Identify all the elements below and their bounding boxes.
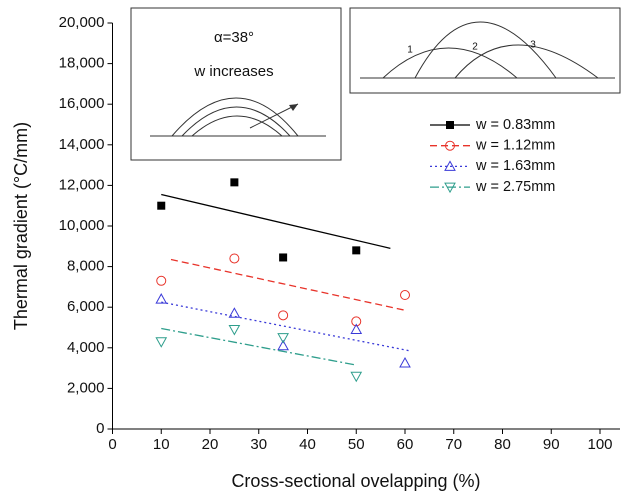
inset-label: 1 bbox=[407, 45, 413, 56]
point bbox=[279, 253, 288, 262]
y-tick-label: 20,000 bbox=[59, 14, 105, 31]
x-tick-label: 10 bbox=[153, 436, 170, 453]
legend-marker bbox=[445, 140, 455, 151]
legend-marker bbox=[444, 182, 456, 194]
inset-label: 3 bbox=[530, 40, 536, 51]
y-tick-label: 12,000 bbox=[59, 176, 105, 193]
point bbox=[230, 178, 239, 187]
point bbox=[399, 356, 411, 368]
point bbox=[229, 253, 240, 264]
y-tick-label: 0 bbox=[96, 420, 104, 437]
fit-line bbox=[161, 193, 391, 249]
x-tick-label: 50 bbox=[348, 436, 365, 453]
legend-marker bbox=[444, 160, 456, 171]
y-tick-label: 18,000 bbox=[59, 55, 105, 72]
legend-marker bbox=[446, 121, 454, 129]
point bbox=[228, 307, 241, 318]
y-tick-label: 8,000 bbox=[67, 258, 105, 275]
legend-label: w = 1.63mm bbox=[475, 158, 555, 174]
legend-label: w = 1.12mm bbox=[475, 138, 555, 154]
x-tick-label: 30 bbox=[250, 436, 267, 453]
y-axis-title: Thermal gradient (°C/mm) bbox=[11, 122, 31, 330]
x-tick-label: 60 bbox=[397, 436, 414, 453]
point bbox=[157, 201, 166, 210]
x-tick-label: 80 bbox=[494, 436, 511, 453]
point bbox=[277, 339, 289, 351]
inset-direction: w increases bbox=[193, 63, 273, 80]
y-tick-label: 4,000 bbox=[67, 339, 105, 356]
y-tick-label: 16,000 bbox=[59, 95, 105, 112]
x-tick-label: 20 bbox=[202, 436, 219, 453]
point bbox=[156, 275, 167, 286]
point bbox=[155, 293, 168, 304]
point bbox=[278, 310, 289, 321]
point bbox=[228, 325, 241, 336]
x-tick-label: 90 bbox=[543, 436, 560, 453]
point bbox=[351, 316, 362, 327]
x-tick-label: 100 bbox=[587, 436, 612, 453]
point bbox=[400, 290, 410, 301]
y-tick-label: 14,000 bbox=[59, 136, 105, 153]
x-tick-label: 70 bbox=[445, 436, 462, 453]
inset-angle: α=38° bbox=[214, 29, 254, 46]
y-tick-label: 6,000 bbox=[67, 298, 105, 315]
legend-label: w = 0.83mm bbox=[475, 117, 555, 133]
y-tick-label: 2,000 bbox=[67, 379, 105, 396]
point bbox=[350, 323, 363, 335]
x-axis-title: Cross-sectional ovelapping (%) bbox=[231, 471, 480, 491]
point bbox=[277, 333, 289, 344]
inset-left: α=38° w increases bbox=[130, 7, 342, 161]
inset-right: 1 2 3 bbox=[349, 7, 621, 94]
y-tick-label: 10,000 bbox=[59, 217, 105, 234]
x-tick-label: 0 bbox=[108, 436, 116, 453]
fit-line bbox=[170, 258, 406, 311]
point bbox=[350, 371, 363, 383]
point bbox=[155, 337, 168, 348]
fit-line bbox=[161, 301, 410, 352]
fit-line bbox=[161, 327, 357, 366]
x-tick-label: 40 bbox=[299, 436, 316, 453]
point bbox=[352, 246, 361, 255]
legend-label: w = 2.75mm bbox=[475, 179, 555, 195]
inset-label: 2 bbox=[472, 42, 478, 53]
